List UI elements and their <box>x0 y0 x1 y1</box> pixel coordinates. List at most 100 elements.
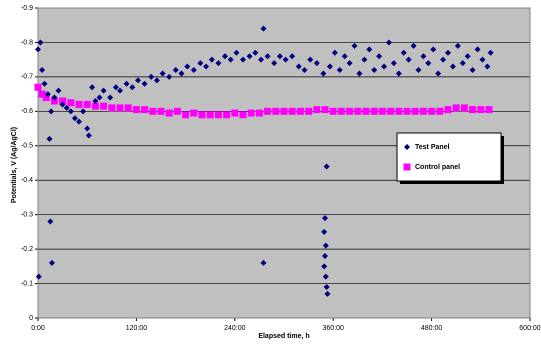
marker <box>44 91 51 98</box>
marker <box>474 46 481 53</box>
marker <box>435 70 442 77</box>
y-tick-label: -0.4 <box>21 177 33 184</box>
marker <box>370 107 378 115</box>
marker <box>322 273 329 280</box>
marker <box>153 77 160 84</box>
marker <box>38 90 46 98</box>
marker <box>208 56 215 63</box>
marker <box>123 80 130 87</box>
marker <box>329 107 337 115</box>
x-tick-label: 120:00 <box>126 325 148 332</box>
y-tick-label: -0.7 <box>21 74 33 81</box>
marker <box>141 106 149 114</box>
marker <box>288 107 296 115</box>
x-axis-title: Elapsed time, h <box>258 333 309 340</box>
y-tick-label: -0.8 <box>21 39 33 46</box>
marker <box>129 84 136 91</box>
marker <box>223 111 231 119</box>
marker <box>240 56 246 63</box>
marker <box>403 163 411 171</box>
marker <box>239 111 247 119</box>
marker <box>264 53 271 60</box>
marker <box>301 67 308 73</box>
marker <box>371 67 378 73</box>
marker <box>80 108 87 115</box>
marker <box>178 70 185 77</box>
marker <box>71 115 78 122</box>
marker <box>96 94 103 101</box>
marker <box>366 46 373 53</box>
marker <box>346 60 353 67</box>
marker <box>320 70 327 77</box>
marker <box>116 104 124 112</box>
marker <box>157 107 165 115</box>
marker <box>459 60 466 67</box>
marker <box>264 107 272 115</box>
marker <box>165 109 173 117</box>
y-tick-label: -0.9 <box>21 5 33 12</box>
marker <box>246 53 253 60</box>
marker <box>405 56 412 63</box>
marker <box>452 104 460 112</box>
marker <box>321 228 328 235</box>
marker <box>35 273 42 280</box>
marker <box>190 67 197 73</box>
marker <box>108 104 116 112</box>
marker <box>322 253 328 259</box>
marker <box>322 215 328 222</box>
marker <box>395 70 402 77</box>
marker <box>149 107 157 115</box>
plot-border <box>37 7 531 319</box>
marker <box>445 49 451 56</box>
marker <box>354 107 362 115</box>
marker <box>444 106 452 114</box>
marker <box>362 107 370 115</box>
marker <box>449 63 456 70</box>
marker <box>63 104 70 111</box>
marker <box>100 87 107 94</box>
marker <box>323 284 330 290</box>
marker <box>390 60 397 67</box>
marker <box>415 67 422 73</box>
marker <box>67 99 75 107</box>
marker <box>322 242 329 249</box>
marker <box>410 42 417 49</box>
marker <box>100 102 108 110</box>
marker <box>400 49 407 56</box>
marker <box>41 80 48 87</box>
marker <box>324 290 331 297</box>
marker <box>227 56 234 63</box>
marker <box>173 107 181 115</box>
marker <box>326 63 333 70</box>
marker <box>464 53 471 60</box>
marker <box>34 83 42 91</box>
marker <box>430 46 437 53</box>
marker <box>159 70 166 77</box>
marker <box>42 94 50 102</box>
marker <box>166 73 173 80</box>
marker <box>48 259 55 266</box>
marker <box>85 132 92 139</box>
marker <box>346 107 354 115</box>
marker <box>215 60 222 67</box>
marker <box>272 107 280 115</box>
marker <box>76 118 82 125</box>
marker <box>331 49 338 56</box>
marker <box>148 73 155 80</box>
marker <box>313 106 321 114</box>
x-tick-label: 360:00 <box>322 325 344 332</box>
marker <box>206 111 214 119</box>
y-tick-label: -0.5 <box>21 143 33 150</box>
marker <box>190 109 198 117</box>
marker <box>356 70 363 77</box>
marker <box>411 107 419 115</box>
marker <box>484 63 491 70</box>
marker <box>477 106 485 114</box>
marker <box>59 101 66 108</box>
x-tick-label: 480:00 <box>421 325 443 332</box>
marker <box>378 107 386 115</box>
y-tick-label: 0 <box>29 315 33 322</box>
marker <box>454 42 461 49</box>
marker <box>460 104 468 112</box>
marker <box>404 144 410 150</box>
